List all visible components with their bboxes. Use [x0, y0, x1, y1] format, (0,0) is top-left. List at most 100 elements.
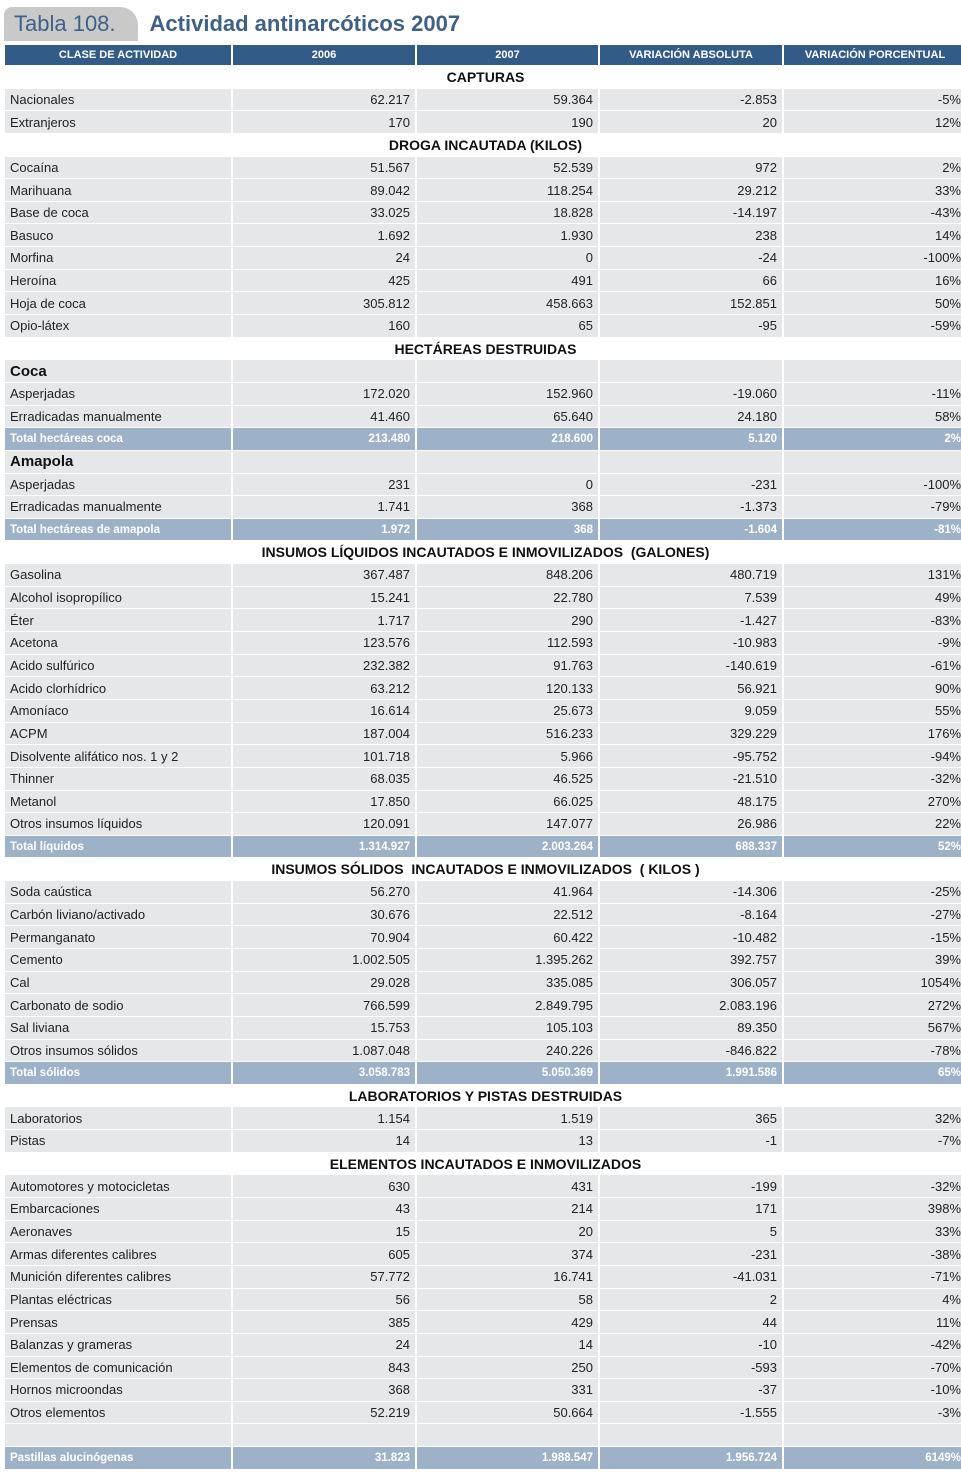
data-row: Opio-látex 160 65 -95 -59%	[5, 315, 961, 337]
data-row: Otros insumos sólidos 1.087.048 240.226 -84…	[5, 1039, 961, 1062]
data-row: Nacionales 62.217 59.364 -2.853 -5%	[5, 88, 961, 111]
cell: 56.921	[600, 677, 782, 699]
cell: 1.930	[417, 224, 598, 247]
row-label: Erradicadas manualmente	[5, 496, 231, 518]
group-title: Amapola	[5, 450, 231, 473]
cell: 118.254	[417, 179, 598, 201]
cell: 605	[233, 1243, 415, 1265]
cell: 1.314.927	[233, 835, 415, 858]
cell: 66	[600, 269, 782, 292]
row-label: Hoja de coca	[5, 292, 231, 315]
cell: 22.512	[417, 903, 598, 926]
cell: -14.306	[600, 881, 782, 903]
cell: -10%	[784, 1379, 961, 1401]
total-row: Total líquidos 1.314.927 2.003.264 688.337 5…	[5, 835, 961, 858]
cell: 60.422	[417, 926, 598, 948]
cell: -9%	[784, 632, 961, 654]
cell: 120.133	[417, 677, 598, 699]
cell: 15.241	[233, 586, 415, 609]
cell: 26.986	[600, 813, 782, 835]
cell: 65%	[784, 1062, 961, 1084]
cell: -61%	[784, 654, 961, 677]
cell: 24	[233, 247, 415, 269]
row-label: Hornos microondas	[5, 1379, 231, 1401]
section-row: INSUMOS LÍQUIDOS INCAUTADOS E INMOVILIZA…	[5, 541, 961, 564]
data-row: Laboratorios 1.154 1.519 365 32%	[5, 1107, 961, 1130]
row-label: Otros insumos sólidos	[5, 1039, 231, 1062]
cell: 24.180	[600, 405, 782, 428]
data-row: Alcohol isopropílico 15.241 22.780 7.539 49%	[5, 586, 961, 609]
cell: 120.091	[233, 813, 415, 835]
empty-cell	[233, 450, 415, 473]
data-row: Erradicadas manualmente 41.460 65.640 24.18…	[5, 405, 961, 428]
cell: 12%	[784, 111, 961, 133]
empty-cell	[5, 1424, 231, 1447]
row-label: Thinner	[5, 767, 231, 790]
data-row: Éter 1.717 290 -1.427 -83%	[5, 609, 961, 632]
data-row: Carbonato de sodio 766.599 2.849.795 2.083.…	[5, 994, 961, 1016]
row-label: Acido sulfúrico	[5, 654, 231, 677]
cell: 20	[600, 111, 782, 133]
cell: -846.822	[600, 1039, 782, 1062]
data-row: ACPM 187.004 516.233 329.229 176%	[5, 722, 961, 745]
cell: -37	[600, 1379, 782, 1401]
data-row: Marihuana 89.042 118.254 29.212 33%	[5, 179, 961, 201]
cell: 22.780	[417, 586, 598, 609]
cell: 17.850	[233, 790, 415, 813]
section-title: DROGA INCAUTADA (KILOS)	[5, 133, 961, 156]
section-row: HECTÁREAS DESTRUIDAS	[5, 337, 961, 360]
total-row: Total hectáreas de amapola 1.972 368 -1.604…	[5, 518, 961, 541]
cell: 231	[233, 473, 415, 496]
cell: -1	[600, 1130, 782, 1152]
row-label: Erradicadas manualmente	[5, 405, 231, 428]
cell: 66.025	[417, 790, 598, 813]
cell: 59.364	[417, 88, 598, 111]
data-row: Metanol 17.850 66.025 48.175 270%	[5, 790, 961, 813]
cell: 22%	[784, 813, 961, 835]
cell: -100%	[784, 473, 961, 496]
row-label: Embarcaciones	[5, 1198, 231, 1220]
cell: 171	[600, 1198, 782, 1220]
data-row: Plantas eléctricas 56 58 2 4%	[5, 1288, 961, 1311]
cell: 5	[600, 1220, 782, 1243]
total-row: Total sólidos 3.058.783 5.050.369 1.991.586…	[5, 1062, 961, 1084]
cell: 13	[417, 1130, 598, 1152]
section-title: LABORATORIOS Y PISTAS DESTRUIDAS	[5, 1084, 961, 1107]
section-row: CAPTURAS	[5, 66, 961, 88]
cell: 272%	[784, 994, 961, 1016]
row-label: Amoníaco	[5, 699, 231, 722]
cell: -43%	[784, 201, 961, 224]
cell: -231	[600, 473, 782, 496]
cell: 368	[417, 496, 598, 518]
data-row: Hoja de coca 305.812 458.663 152.851 50%	[5, 292, 961, 315]
cell: 1.956.724	[600, 1447, 782, 1469]
cell: 63.212	[233, 677, 415, 699]
cell: -5%	[784, 88, 961, 111]
cell: 329.229	[600, 722, 782, 745]
cell: 398%	[784, 1198, 961, 1220]
cell: -19.060	[600, 382, 782, 405]
row-label: Basuco	[5, 224, 231, 247]
section-title: INSUMOS LÍQUIDOS INCAUTADOS E INMOVILIZA…	[5, 541, 961, 564]
cell: 1054%	[784, 971, 961, 994]
cell: 68.035	[233, 767, 415, 790]
cell: 52%	[784, 835, 961, 858]
section-row: LABORATORIOS Y PISTAS DESTRUIDAS	[5, 1084, 961, 1107]
cell: 306.057	[600, 971, 782, 994]
cell: 491	[417, 269, 598, 292]
cell: -71%	[784, 1265, 961, 1288]
cell: 331	[417, 1379, 598, 1401]
cell: -32%	[784, 767, 961, 790]
section-title: ELEMENTOS INCAUTADOS E INMOVILIZADOS	[5, 1152, 961, 1175]
data-row: Acido sulfúrico 232.382 91.763 -140.619 -61%	[5, 654, 961, 677]
cell: 39%	[784, 948, 961, 971]
cell: 305.812	[233, 292, 415, 315]
data-row: Pistas 14 13 -1 -7%	[5, 1130, 961, 1152]
cell: -42%	[784, 1333, 961, 1356]
row-label: Extranjeros	[5, 111, 231, 133]
cell: 172.020	[233, 382, 415, 405]
row-label: Otros elementos	[5, 1401, 231, 1424]
cell: -59%	[784, 315, 961, 337]
cell: -1.555	[600, 1401, 782, 1424]
cell: 458.663	[417, 292, 598, 315]
